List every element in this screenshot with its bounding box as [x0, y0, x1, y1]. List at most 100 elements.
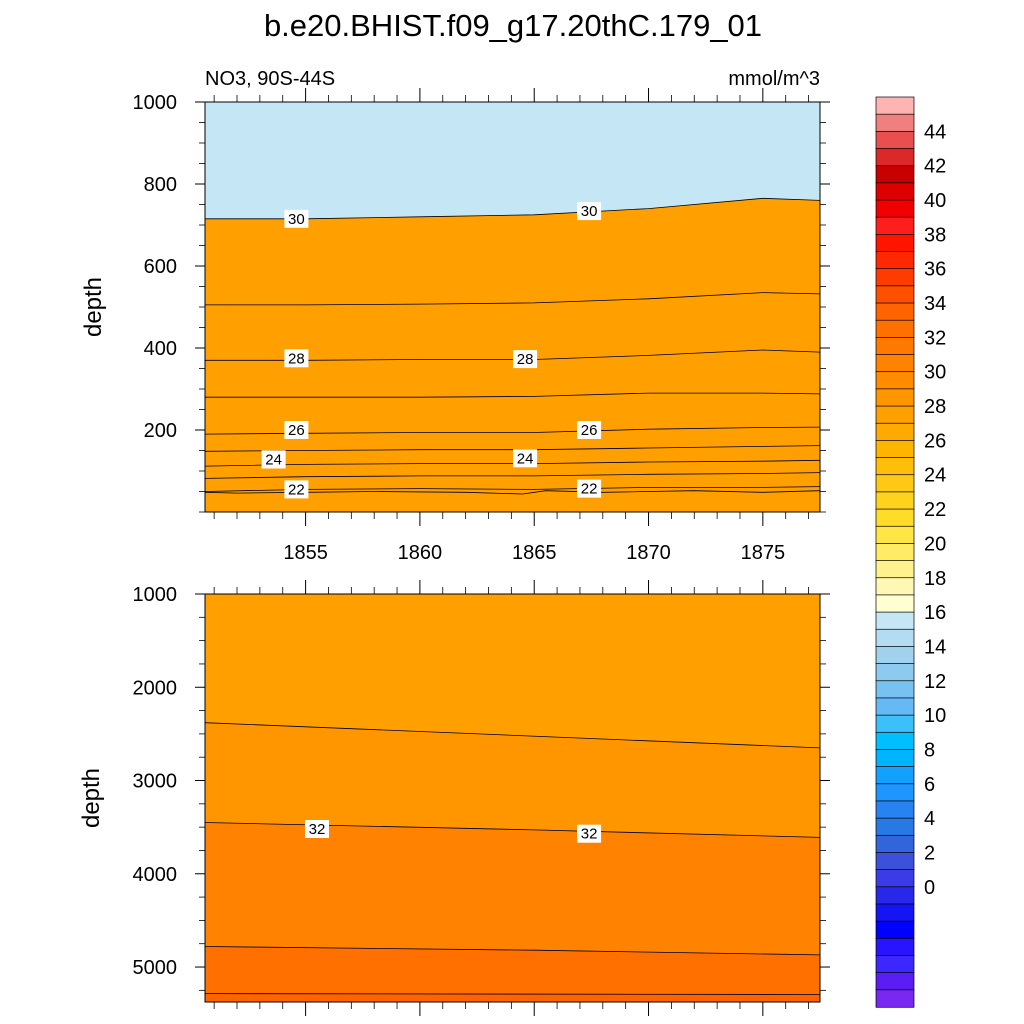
- upper-depth-panel: NO3, 90S-44S mmol/m^3 22 22 24 24 26 26 28 28 30…: [80, 68, 830, 564]
- lower-contour-label-bg-0: [305, 820, 329, 838]
- colorbar-swatch: [875, 422, 915, 442]
- lower-contour-label: 32: [581, 826, 598, 843]
- colorbar-label: 10: [924, 705, 946, 727]
- colorbar-swatch: [875, 371, 915, 390]
- colorbar-label: 4: [924, 808, 935, 830]
- colorbar-swatch: [875, 886, 915, 905]
- colorbar-swatch: [875, 354, 915, 373]
- lower-contour-line-31: [204, 722, 821, 749]
- colorbar-label: 0: [924, 877, 935, 899]
- colorbar-swatch: [875, 937, 915, 957]
- upper-contour-label: 22: [288, 481, 305, 498]
- upper-contour-label-bg-2: [261, 450, 286, 469]
- colorbar-swatch: [875, 646, 915, 665]
- colorbar-label: 22: [924, 499, 946, 521]
- upper-contour-label: 24: [517, 450, 534, 467]
- lower-contour-label: 32: [309, 821, 326, 838]
- colorbar-swatch: [875, 697, 915, 716]
- upper-contour-label-bg-7: [513, 350, 538, 369]
- colorbar-swatch: [875, 611, 915, 630]
- colorbar-swatch: [875, 749, 915, 768]
- colorbar-swatch: [875, 972, 915, 991]
- upper-contour-label-bg-4: [284, 421, 309, 439]
- lower-contour-line-34: [204, 993, 821, 995]
- colorbar-swatch: [875, 731, 915, 751]
- colorbar-label: 34: [924, 293, 946, 315]
- colorbar-swatch: [875, 560, 915, 579]
- colorbar-swatch: [875, 234, 915, 253]
- colorbar-label: 12: [924, 671, 946, 693]
- upper-contour-label-bg-3: [513, 449, 538, 468]
- colorbar-swatch: [875, 440, 915, 459]
- lower-contour-label-bg-1: [577, 824, 602, 843]
- colorbar-swatches: [875, 96, 915, 1008]
- colorbar-label: 8: [924, 740, 935, 762]
- colorbar-label: 36: [924, 259, 946, 281]
- colorbar-swatch: [875, 852, 915, 871]
- lower-contour-line-33: [204, 946, 821, 956]
- lower-panel-ticks: 1000 2000 3000 4000 5000: [133, 580, 830, 1016]
- colorbar-swatch: [875, 525, 915, 545]
- upper-y-tick-label: 1000: [133, 92, 178, 114]
- colorbar-swatch: [875, 457, 915, 476]
- lower-band-0: [205, 594, 820, 748]
- colorbar-label: 30: [924, 362, 946, 384]
- colorbar-swatch: [875, 268, 915, 287]
- colorbar-swatch: [875, 216, 915, 236]
- upper-contour-label-bg-1: [577, 479, 602, 498]
- figure-title: b.e20.BHIST.f09_g17.20thC.179_01: [264, 8, 762, 43]
- colorbar-swatch: [875, 182, 915, 201]
- colorbar-swatch: [875, 766, 915, 785]
- upper-x-tick-label: 1865: [512, 542, 557, 564]
- colorbar-swatch: [875, 251, 915, 270]
- lower-y-tick-label: 3000: [133, 771, 178, 793]
- colorbar-label: 16: [924, 602, 946, 624]
- upper-contour-label-bg-6: [284, 349, 309, 368]
- upper-contour-label: 26: [288, 422, 305, 439]
- upper-panel-units-label: mmol/m^3: [728, 68, 820, 90]
- colorbar-swatch: [875, 130, 915, 150]
- upper-contour-label: 24: [265, 452, 282, 469]
- lower-depth-panel: 32 32 1000 2000 3000 4000 5000 depth: [78, 580, 830, 1016]
- upper-contour-line-21: [204, 490, 821, 495]
- colorbar-label: 42: [924, 156, 946, 178]
- colorbar-swatch: [875, 165, 915, 184]
- lower-y-tick-label: 4000: [133, 864, 178, 886]
- colorbar-swatch: [875, 955, 915, 974]
- colorbar-swatch: [875, 817, 915, 836]
- lower-band-2: [205, 822, 820, 955]
- lower-y-tick-label: 2000: [133, 677, 178, 699]
- upper-panel-variable-label: NO3, 90S-44S: [205, 68, 335, 90]
- upper-contour-line-23: [204, 472, 821, 479]
- upper-x-tick-label: 1855: [283, 542, 328, 564]
- upper-panel-contour-labels: 22 22 24 24 26 26 28 28 30 30: [261, 202, 602, 499]
- upper-x-tick-label: 1870: [626, 542, 671, 564]
- colorbar-swatch: [875, 594, 915, 613]
- colorbar-swatch: [875, 663, 915, 682]
- upper-contour-label: 28: [517, 351, 534, 368]
- colorbar-swatch: [875, 628, 915, 648]
- colorbar-swatch: [875, 491, 915, 510]
- colorbar-swatch: [875, 405, 915, 424]
- upper-contour-label-bg-8: [284, 209, 309, 228]
- colorbar-swatch: [875, 285, 915, 304]
- colorbar-label: 20: [924, 533, 946, 555]
- colorbar-swatch: [875, 577, 915, 596]
- colorbar-label: 40: [924, 190, 946, 212]
- colorbar-swatch: [875, 800, 915, 819]
- upper-panel-ticks: 200 400 600 800 1000 1855 1860 1865 1870 1875: [133, 88, 830, 564]
- colorbar-swatch: [875, 920, 915, 939]
- colorbar-label: 44: [924, 121, 946, 143]
- colorbar-swatch: [875, 543, 915, 562]
- upper-contour-label: 22: [581, 481, 598, 498]
- colorbar-swatch: [875, 783, 915, 802]
- colorbar: 4442403836343230282624222018161412108642…: [875, 96, 946, 1008]
- lower-band-3: [205, 946, 820, 995]
- colorbar-label: 24: [924, 465, 946, 487]
- upper-contour-line-29: [205, 292, 821, 306]
- colorbar-label: 26: [924, 430, 946, 452]
- lower-panel-contour-labels: 32 32: [305, 820, 602, 843]
- colorbar-swatch: [875, 714, 915, 733]
- colorbar-swatch: [875, 199, 915, 218]
